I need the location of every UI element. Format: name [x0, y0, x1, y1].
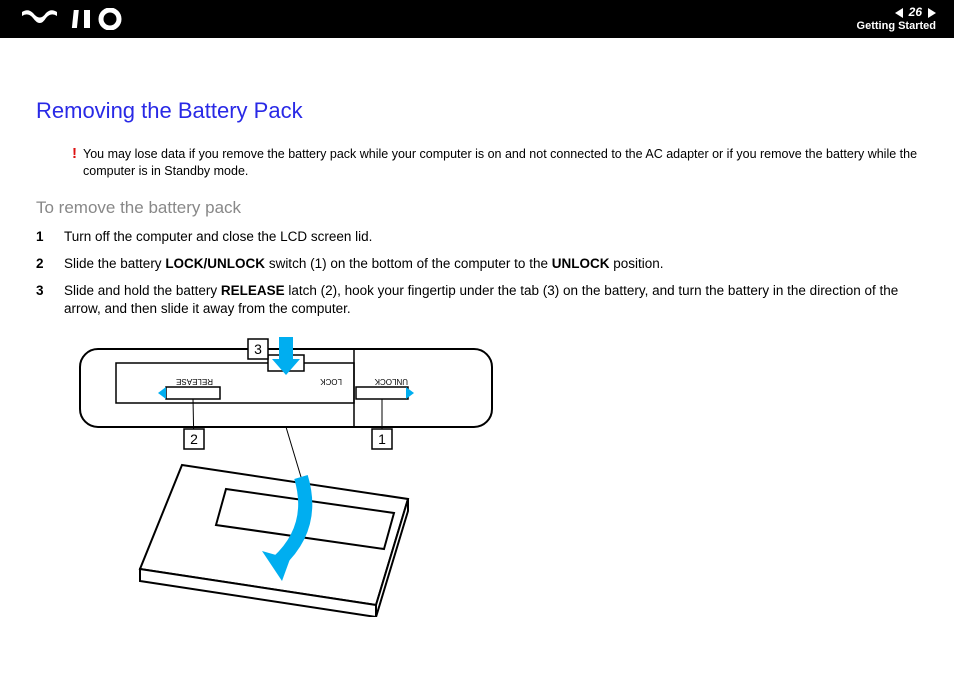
release-label: RELEASE: [176, 377, 213, 386]
step-item: Turn off the computer and close the LCD …: [36, 228, 924, 247]
subtitle: To remove the battery pack: [36, 198, 924, 218]
header-nav: 26 Getting Started: [857, 6, 936, 31]
header-bar: 26 Getting Started: [0, 0, 954, 38]
page-content: Removing the Battery Pack ! You may lose…: [0, 38, 954, 622]
vaio-logo: [22, 8, 132, 30]
svg-text:3: 3: [254, 341, 262, 357]
diagram: RELEASE LOCK UNLOCK: [76, 337, 924, 622]
svg-text:1: 1: [378, 431, 386, 447]
next-page-icon[interactable]: [928, 8, 936, 18]
warning-block: ! You may lose data if you remove the ba…: [72, 146, 924, 180]
lock-label: LOCK: [320, 377, 342, 386]
prev-page-icon[interactable]: [895, 8, 903, 18]
svg-text:2: 2: [190, 431, 198, 447]
step-text: Turn off the computer and close the LCD …: [64, 228, 372, 247]
page-nav: 26: [895, 6, 936, 19]
steps-list: Turn off the computer and close the LCD …: [36, 228, 924, 320]
page-title: Removing the Battery Pack: [36, 98, 924, 124]
laptop-iso: [140, 465, 408, 617]
unlock-label: UNLOCK: [374, 377, 408, 386]
step-item: Slide and hold the battery RELEASE latch…: [36, 282, 924, 320]
warning-text: You may lose data if you remove the batt…: [83, 146, 924, 180]
step-item: Slide the battery LOCK/UNLOCK switch (1)…: [36, 255, 924, 274]
section-label: Getting Started: [857, 20, 936, 32]
warning-icon: !: [72, 146, 77, 161]
page-number: 26: [909, 6, 922, 19]
step-text: Slide and hold the battery RELEASE latch…: [64, 282, 924, 320]
step-text: Slide the battery LOCK/UNLOCK switch (1)…: [64, 255, 664, 274]
